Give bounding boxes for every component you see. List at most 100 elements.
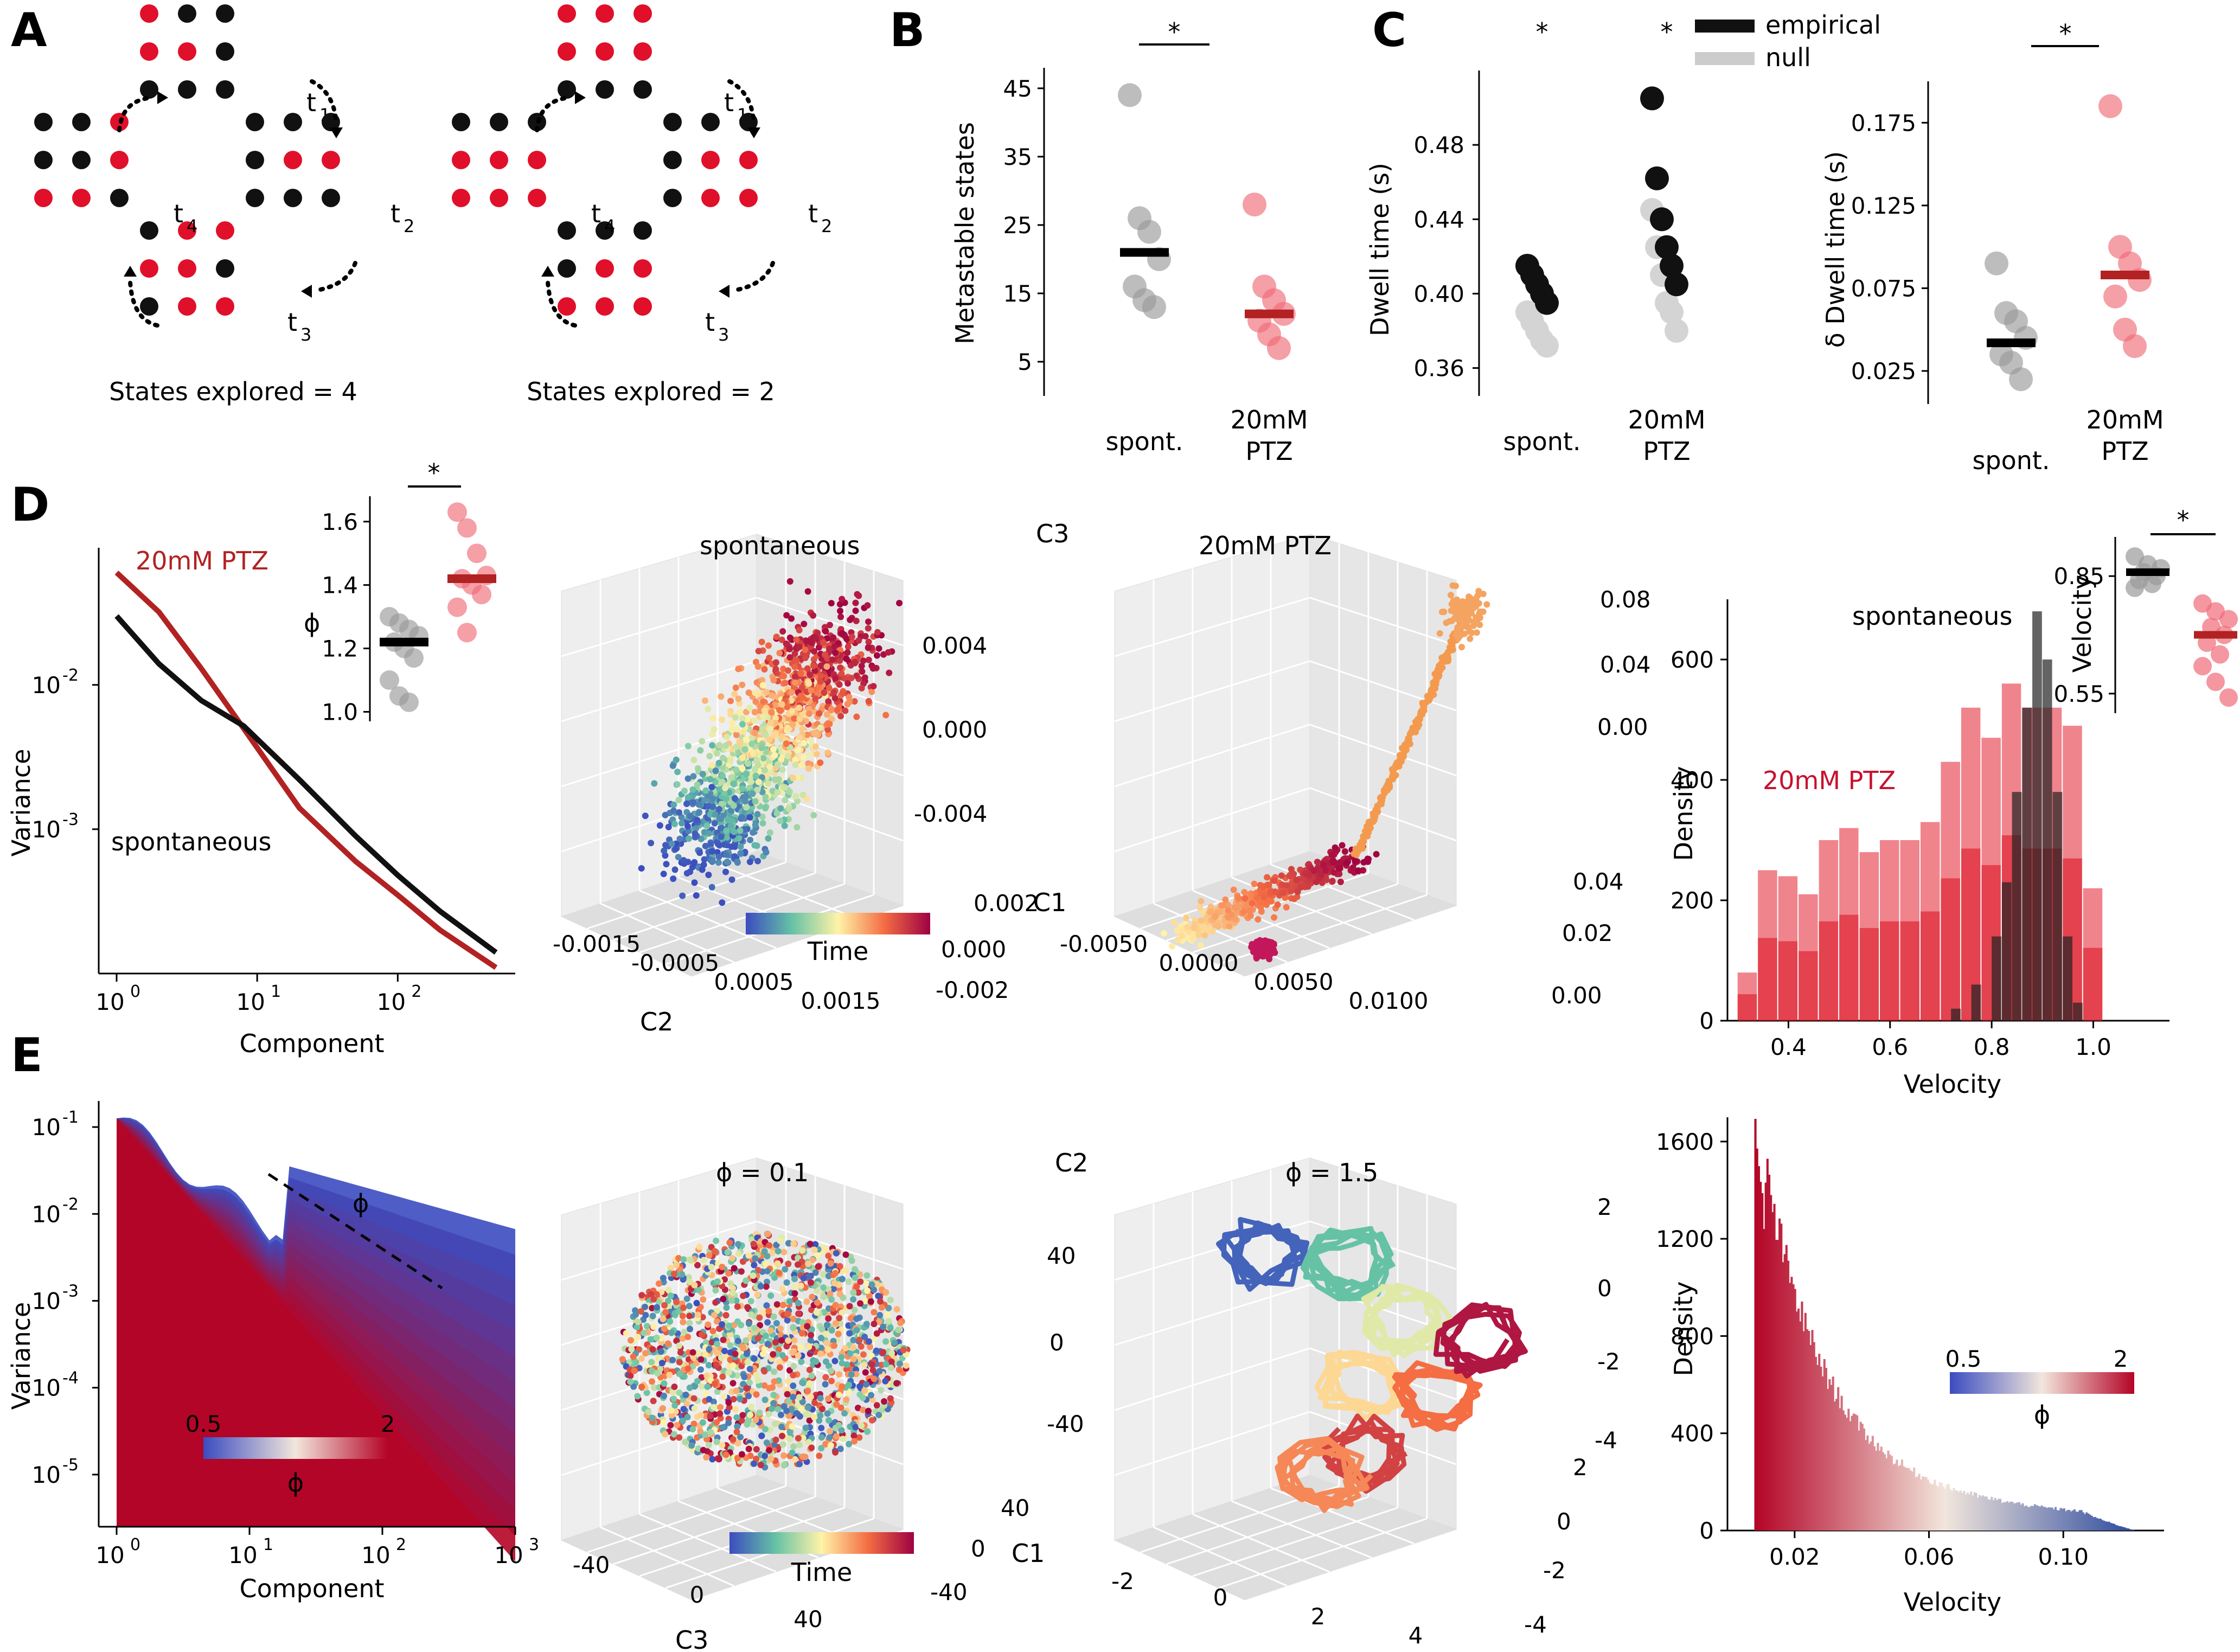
- trajectory-point: [1294, 893, 1301, 900]
- trajectory-point: [1251, 880, 1258, 887]
- trajectory-point: [745, 1393, 752, 1400]
- grid: [1114, 723, 1310, 787]
- trajectory-point: [1241, 889, 1248, 896]
- trajectory-point: [821, 651, 828, 658]
- trajectory-point: [777, 1237, 784, 1244]
- trajectory-point: [868, 1281, 875, 1288]
- trajectory-point: [846, 1303, 853, 1310]
- trajectory-point: [774, 789, 781, 796]
- e-cb-label: ϕ: [287, 1468, 304, 1497]
- ptz-bar-inner: [1737, 994, 1757, 1021]
- trajectory-point: [903, 1362, 910, 1369]
- trajectory-point: [699, 738, 706, 745]
- trajectory-point: [811, 1414, 818, 1421]
- trajectory-point: [783, 1279, 790, 1286]
- trajectory-point: [690, 799, 697, 806]
- y-tick-label: 400: [1671, 767, 1714, 793]
- trajectory-point: [743, 736, 750, 743]
- trajectory-point: [775, 1406, 782, 1413]
- trajectory-point: [638, 1384, 645, 1391]
- axis3d-tick-label: 0.04: [1600, 651, 1651, 678]
- trajectory-point: [820, 639, 827, 646]
- velocity-bar: [1813, 1342, 1815, 1531]
- velocity-bar: [2018, 1502, 2021, 1531]
- spont-bar: [2022, 707, 2032, 1021]
- ptz-bar-inner: [1880, 921, 1899, 1021]
- data-point: [380, 670, 399, 690]
- velocity-bar: [1908, 1468, 1910, 1531]
- trajectory-point: [758, 745, 765, 752]
- trajectory-point: [659, 1405, 666, 1412]
- trajectory-point: [638, 865, 645, 872]
- panel-c-dwell-chart: 0.360.400.440.48 Dwell time (s) * * empi…: [1365, 10, 1881, 466]
- trajectory-point: [699, 771, 706, 778]
- trajectory-point: [676, 1359, 683, 1366]
- trajectory-point: [744, 715, 751, 722]
- trajectory-point: [702, 842, 709, 849]
- y-tick-label: 0.48: [1413, 132, 1464, 158]
- axis3d-tick-label: -40: [930, 1579, 968, 1605]
- trajectory-point: [656, 822, 663, 829]
- trajectory-point: [742, 798, 749, 805]
- trajectory-point: [885, 649, 892, 656]
- trajectory-point: [700, 1446, 707, 1453]
- neuron-dot: [34, 113, 53, 131]
- velocity-bar: [1947, 1483, 1950, 1531]
- velocity-bar: [2028, 1507, 2031, 1531]
- arrow-head: [747, 127, 760, 138]
- neuron-dot: [633, 80, 652, 99]
- time-label-t2: t: [808, 199, 818, 228]
- trajectory-point: [720, 1336, 727, 1343]
- neuron-dot: [596, 221, 614, 240]
- trajectory-point: [863, 1280, 870, 1287]
- trajectory-point: [826, 645, 833, 652]
- empirical-point: [1650, 207, 1674, 232]
- trajectory-point: [695, 1286, 702, 1294]
- trajectory-point: [827, 1291, 834, 1298]
- y-tick-label: 600: [1671, 646, 1714, 673]
- trajectory-point: [831, 1342, 838, 1349]
- trajectory-point: [691, 1405, 698, 1412]
- trajectory-point: [713, 1419, 720, 1426]
- e-phi-slope-line: [267, 1173, 443, 1290]
- velocity-bar: [1875, 1450, 1878, 1531]
- velocity-bar: [2049, 1507, 2052, 1531]
- trajectory-point: [635, 1334, 642, 1341]
- axis3d-tick-label: 0: [1597, 1275, 1612, 1302]
- trajectory-point: [643, 1323, 650, 1330]
- trajectory-point: [754, 663, 761, 670]
- velocity-bar: [2042, 1507, 2045, 1531]
- transition-arrow: [733, 261, 775, 292]
- trajectory-point: [741, 793, 748, 801]
- velocity-bar: [1963, 1491, 1966, 1531]
- trajectory-point: [650, 1296, 657, 1303]
- trajectory-loop: [1392, 1360, 1483, 1432]
- velocity-bar: [2047, 1507, 2050, 1531]
- velocity-bar: [1913, 1467, 1916, 1531]
- trajectory-point: [757, 1322, 764, 1329]
- trajectory-point: [785, 805, 792, 812]
- x-tick-label: 10: [494, 1542, 523, 1568]
- time-sub-t4: 4: [604, 216, 615, 236]
- trajectory-point: [684, 742, 692, 750]
- trajectory-point: [766, 829, 773, 836]
- trajectory-point: [764, 1231, 771, 1238]
- trajectory-point: [719, 1264, 726, 1271]
- grid: [587, 861, 786, 930]
- trajectory-point: [818, 1434, 825, 1441]
- trajectory-point: [1476, 621, 1483, 628]
- velocity-bar: [1780, 1224, 1783, 1531]
- trajectory-point: [865, 644, 872, 651]
- velocity-bar: [1870, 1441, 1872, 1531]
- trajectory-point: [832, 1270, 839, 1277]
- trajectory-point: [772, 720, 779, 727]
- trajectory-point: [660, 1419, 667, 1426]
- trajectory-point: [1297, 883, 1304, 891]
- d-label-ptz: 20mM PTZ: [136, 546, 268, 575]
- trajectory-point: [1349, 864, 1356, 871]
- arrow-head: [124, 266, 137, 277]
- spont-bar: [2063, 936, 2073, 1021]
- trajectory-point: [805, 1343, 812, 1350]
- trajectory-point: [888, 1350, 895, 1357]
